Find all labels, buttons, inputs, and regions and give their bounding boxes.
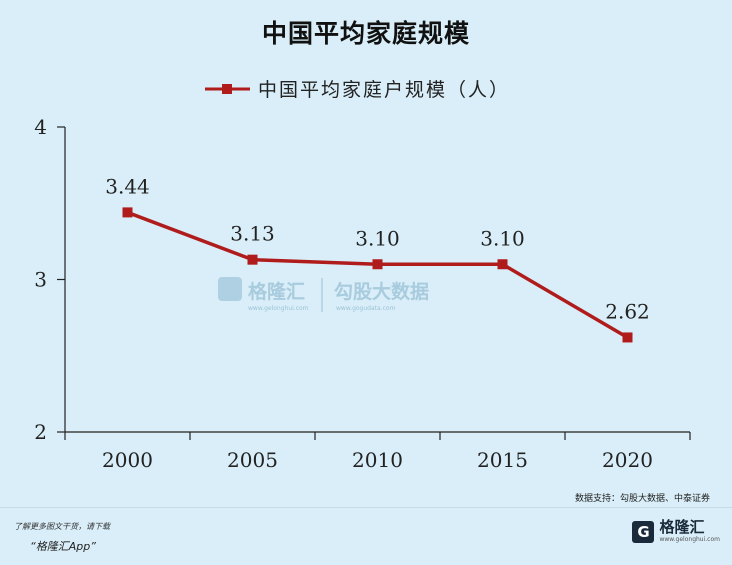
brand-text: 格隆汇 www.gelonghui.com bbox=[659, 520, 720, 543]
watermark-left-url: www.gelonghui.com bbox=[248, 305, 309, 312]
data-point bbox=[122, 207, 133, 218]
footer-promo-text: 了解更多图文干货，请下载 bbox=[14, 522, 110, 531]
x-tick-label: 2005 bbox=[227, 448, 278, 472]
x-tick-label: 2010 bbox=[352, 448, 403, 472]
data-point bbox=[497, 259, 508, 270]
watermark-right-name: 勾股大数据 bbox=[334, 280, 429, 303]
data-label: 3.10 bbox=[355, 226, 400, 250]
watermark-right-url: www.gogudata.com bbox=[336, 305, 396, 312]
data-label: 3.13 bbox=[230, 222, 275, 246]
x-tick-label: 2020 bbox=[602, 448, 653, 472]
data-point bbox=[622, 332, 633, 343]
y-tick-label: 2 bbox=[34, 420, 47, 444]
data-point bbox=[247, 254, 258, 265]
brand-url: www.gelonghui.com bbox=[659, 536, 720, 543]
brand-name: 格隆汇 bbox=[659, 518, 705, 536]
x-tick-label: 2015 bbox=[477, 448, 528, 472]
line-chart: 格隆汇 www.gelonghui.com 勾股大数据 www.gogudata.co… bbox=[34, 79, 691, 472]
footer-app-name: “格隆汇App” bbox=[30, 540, 96, 553]
y-tick-label: 4 bbox=[34, 115, 47, 139]
brand-logo: G 格隆汇 www.gelonghui.com bbox=[632, 520, 720, 543]
data-label: 3.44 bbox=[105, 174, 150, 198]
data-label: 3.10 bbox=[480, 226, 525, 250]
data-point bbox=[372, 259, 383, 270]
data-label: 2.62 bbox=[605, 299, 650, 323]
footer-divider bbox=[0, 507, 732, 508]
watermark-logo-icon bbox=[218, 277, 242, 301]
y-tick-label: 3 bbox=[34, 268, 47, 292]
legend-marker bbox=[222, 84, 232, 94]
brand-g-icon: G bbox=[632, 520, 655, 543]
legend-label: 中国平均家庭户规模（人） bbox=[258, 79, 510, 101]
source-note: 数据支持：勾股大数据、中泰证券 bbox=[574, 494, 710, 504]
chart-title: 中国平均家庭规模 bbox=[261, 19, 470, 48]
x-tick-label: 2000 bbox=[102, 448, 153, 472]
watermark-left-name: 格隆汇 bbox=[248, 280, 305, 303]
